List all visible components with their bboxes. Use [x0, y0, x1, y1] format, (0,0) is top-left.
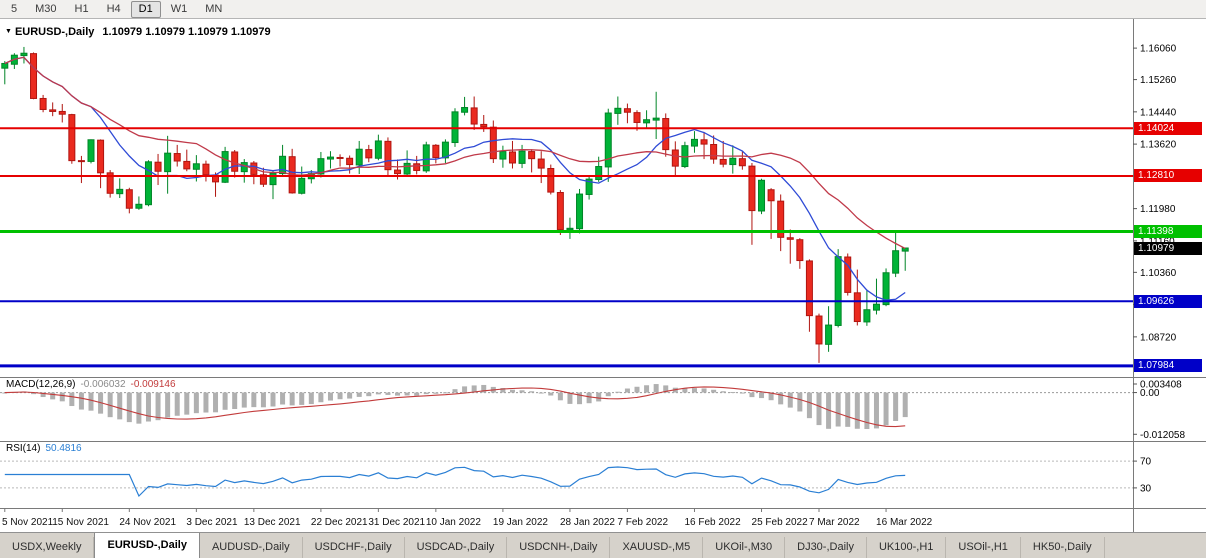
- rsi-panel: [0, 460, 1133, 498]
- time-axis-label: 24 Nov 2021: [119, 517, 176, 528]
- chart-symbol-info: ▼ EURUSD-,Daily 1.10979 1.10979 1.10979 1.…: [5, 26, 271, 38]
- price-axis-tick: 1.10360: [1140, 268, 1177, 279]
- time-axis-label: 19 Jan 2022: [493, 517, 548, 528]
- ma-fast-line: [4, 56, 906, 301]
- chart-tab-uk100-h1[interactable]: UK100-,H1: [867, 537, 947, 558]
- time-axis-label: 7 Feb 2022: [617, 517, 668, 528]
- timeframe-toolbar: 5 M30 H1 H4 D1 W1 MN: [0, 0, 1206, 19]
- macd-main-value: -0.006032: [80, 379, 126, 390]
- chart-tab-audusd-daily[interactable]: AUDUSD-,Daily: [200, 537, 303, 558]
- chart-tab-xauusd-m5[interactable]: XAUUSD-,M5: [610, 537, 704, 558]
- rsi-name: RSI(14): [6, 443, 41, 454]
- time-axis-label: 10 Jan 2022: [426, 517, 481, 528]
- timeframe-button-M30[interactable]: M30: [35, 2, 57, 15]
- chart-tab-usdchf-daily[interactable]: USDCHF-,Daily: [303, 537, 405, 558]
- rsi-axis-tick: 70: [1140, 457, 1152, 468]
- macd-axis-tick: 0.003408: [1140, 380, 1182, 391]
- price-axis-tick: 1.08720: [1140, 332, 1177, 343]
- candlestick-series: [1, 46, 909, 363]
- macd-name: MACD(12,26,9): [6, 379, 76, 390]
- rsi-indicator-label: RSI(14) 50.4816: [6, 443, 82, 454]
- chart-tab-usoil-h1[interactable]: USOil-,H1: [946, 537, 1021, 558]
- time-axis-label: 15 Nov 2021: [52, 517, 109, 528]
- macd-signal-value: -0.009146: [130, 379, 176, 390]
- time-axis-label: 13 Dec 2021: [244, 517, 301, 528]
- price-axis-tick: 1.11160: [1140, 236, 1175, 247]
- macd-indicator-label: MACD(12,26,9) -0.006032 -0.009146: [6, 379, 176, 390]
- time-axis-label: 31 Dec 2021: [368, 517, 425, 528]
- timeframe-button-H4[interactable]: H4: [106, 2, 121, 15]
- time-axis-label: 7 Mar 2022: [809, 517, 860, 528]
- price-axis-tick: 1.16060: [1140, 44, 1177, 55]
- price-axis-tick: 1.14440: [1140, 107, 1177, 118]
- time-axis-label: 16 Mar 2022: [876, 517, 933, 528]
- timeframe-button-5[interactable]: 5: [11, 2, 18, 15]
- chart-tab-ukoil-m30[interactable]: UKOil-,M30: [703, 537, 786, 558]
- price-axis-tick: 1.11980: [1140, 204, 1176, 215]
- chart-tab-eurusd-daily[interactable]: EURUSD-,Daily: [94, 533, 200, 558]
- chart-tab-hk50-daily[interactable]: HK50-,Daily: [1021, 537, 1105, 558]
- macd-panel: [0, 384, 1133, 430]
- chart-window: 1.16060 1.15260 1.14440 1.13620 1.12810 1.119…: [0, 19, 1206, 532]
- time-axis-label: 22 Dec 2021: [311, 517, 368, 528]
- time-axis-label: 5 Nov 2021: [2, 517, 54, 528]
- time-axis-label: 3 Dec 2021: [186, 517, 238, 528]
- time-axis-label: 25 Feb 2022: [752, 517, 809, 528]
- chart-background: [0, 19, 1206, 532]
- timeframe-button-H1[interactable]: H1: [74, 2, 89, 15]
- price-axis-tick: 1.12810: [1140, 171, 1177, 182]
- chart-symbol-label: EURUSD-,Daily: [14, 26, 95, 38]
- rsi-axis-tick: 30: [1140, 483, 1152, 494]
- macd-axis-tick: -0.012058: [1140, 430, 1185, 441]
- timeframe-button-D1[interactable]: D1: [130, 0, 161, 18]
- time-axis-label: 16 Feb 2022: [684, 517, 741, 528]
- price-axis-tick: 1.15260: [1140, 75, 1177, 86]
- chart-tab-bar: USDX,Weekly EURUSD-,Daily AUDUSD-,Daily USD…: [0, 532, 1206, 558]
- price-axis-tick: 1.13620: [1140, 140, 1177, 151]
- price-axis-tick: 1.09540: [1140, 300, 1177, 311]
- chart-tab-usdcad-daily[interactable]: USDCAD-,Daily: [405, 537, 508, 558]
- chart-ohlc-values: 1.10979 1.10979 1.10979 1.10979: [102, 26, 271, 38]
- time-axis-label: 28 Jan 2022: [560, 517, 615, 528]
- chart-canvas[interactable]: 1.16060 1.15260 1.14440 1.13620 1.12810 1.119…: [0, 19, 1206, 532]
- macd-axis-tick: 0.00: [1140, 388, 1160, 399]
- chart-tab-usdcnh-daily[interactable]: USDCNH-,Daily: [507, 537, 611, 558]
- timeframe-button-W1[interactable]: W1: [170, 2, 188, 15]
- chart-tab-usdx-weekly[interactable]: USDX,Weekly: [0, 537, 95, 558]
- rsi-value: 50.4816: [45, 443, 82, 454]
- horizontal-lines: [0, 127, 1133, 368]
- ma-slow-line: [4, 56, 906, 249]
- timeframe-button-MN[interactable]: MN: [205, 2, 223, 15]
- chart-tab-dj30-daily[interactable]: DJ30-,Daily: [785, 537, 867, 558]
- chart-dropdown-arrow-icon[interactable]: ▼: [5, 28, 12, 35]
